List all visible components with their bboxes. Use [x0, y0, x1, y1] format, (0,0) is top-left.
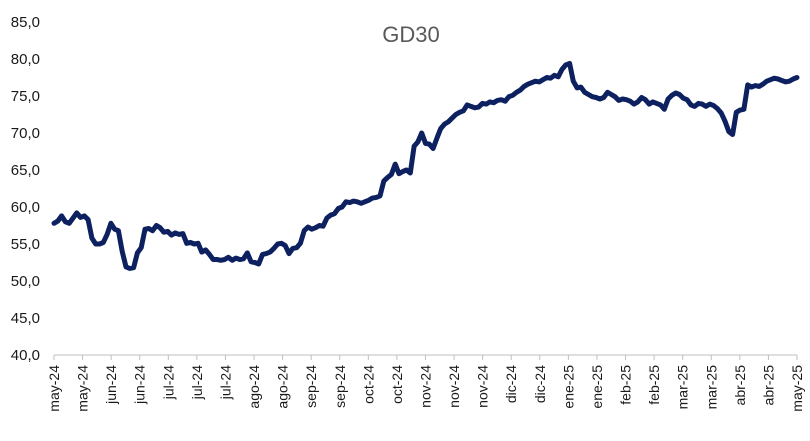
y-tick-label: 50,0: [11, 273, 40, 290]
x-tick-label: sep-24: [332, 365, 348, 408]
x-tick-label: feb-25: [618, 365, 634, 405]
y-tick-label: 80,0: [11, 51, 40, 68]
x-tick-label: mar-25: [675, 365, 691, 410]
x-tick-label: nov-24: [418, 365, 434, 408]
x-tick-label: jul-24: [217, 365, 233, 400]
x-tick-label: jul-24: [160, 365, 176, 400]
x-tick-label: abr-25: [732, 365, 748, 406]
x-tick-label: feb-25: [646, 365, 662, 405]
x-axis: may-24 may-24 jun-24 jun-24 jul-24 jul-24 jul-…: [46, 354, 805, 412]
x-tick-label: may-24: [75, 365, 91, 412]
x-tick-label: jun-24: [103, 365, 119, 405]
x-tick-label: jun-24: [132, 365, 148, 405]
x-tick-label: dic-24: [532, 365, 548, 403]
x-tick-label: ene-25: [560, 365, 576, 409]
y-tick-label: 75,0: [11, 88, 40, 105]
x-tick-label: oct-24: [360, 365, 376, 404]
x-tick-label: mar-25: [703, 365, 719, 410]
y-tick-label: 45,0: [11, 310, 40, 327]
x-tick-label: ene-25: [589, 365, 605, 409]
x-tick-label: ago-24: [246, 365, 262, 409]
x-tick-label: abr-25: [760, 365, 776, 406]
y-tick-label: 85,0: [11, 14, 40, 31]
x-tick-label: nov-24: [475, 365, 491, 408]
x-tick-label: ago-24: [275, 365, 291, 409]
y-axis: 40,0 45,0 50,0 55,0 60,0 65,0 70,0 75,0 80,0 85,0: [11, 14, 40, 364]
y-tick-label: 55,0: [11, 236, 40, 253]
x-tick-label: nov-24: [446, 365, 462, 408]
y-tick-label: 40,0: [11, 347, 40, 364]
x-tick-label: jul-24: [189, 365, 205, 400]
chart-title: GD30: [382, 22, 439, 47]
x-tick-label: dic-24: [503, 365, 519, 403]
series-line-gd30: [51, 60, 800, 271]
y-tick-label: 65,0: [11, 162, 40, 179]
y-tick-label: 60,0: [11, 199, 40, 216]
x-tick-label: oct-24: [389, 365, 405, 404]
y-tick-label: 70,0: [11, 125, 40, 142]
x-tick-label: may-24: [46, 365, 62, 412]
x-tick-label: may-25: [789, 365, 805, 412]
x-tick-label: sep-24: [303, 365, 319, 408]
